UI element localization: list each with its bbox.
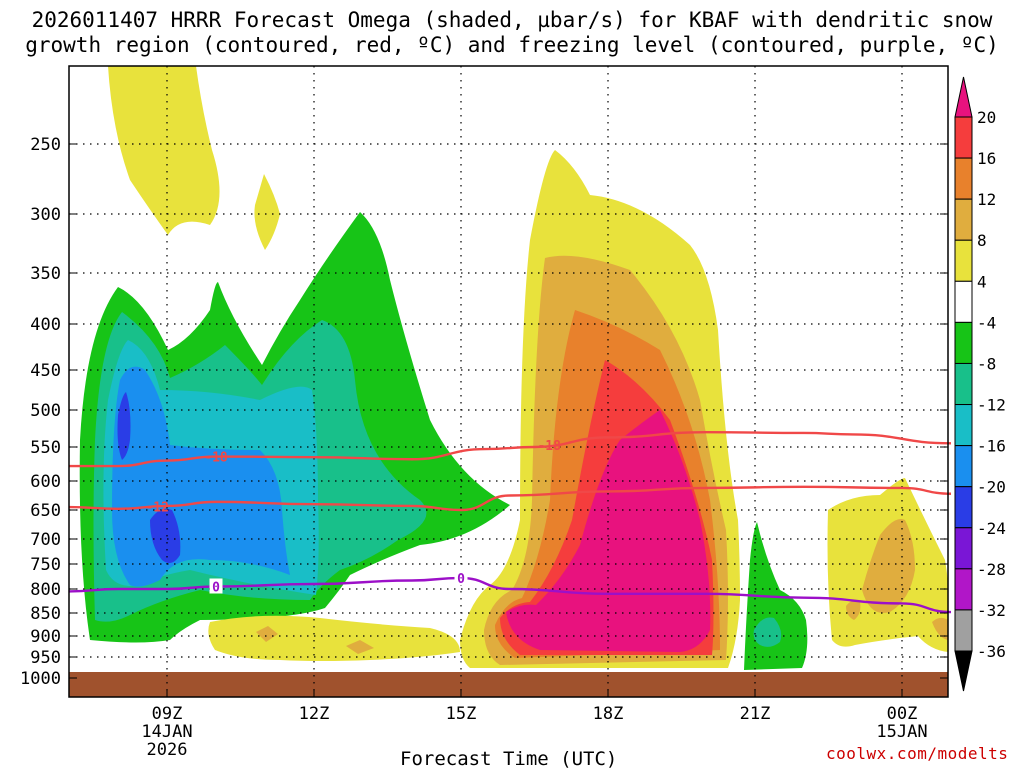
colorbar-label-1: 16 bbox=[977, 149, 996, 168]
colorbar-label-10: -24 bbox=[977, 519, 1006, 538]
x-tick-year-09Z: 2026 bbox=[147, 740, 188, 760]
x-tick-label-00Z: 00Z bbox=[887, 704, 918, 724]
contour-lines: -18 -18 -12 0 0 bbox=[68, 430, 952, 614]
colorbar-label-6: -8 bbox=[977, 354, 996, 373]
omega-darkblue-cell-upper bbox=[117, 392, 131, 460]
colorbar-band-9 bbox=[954, 445, 973, 488]
contour-label-bg-2-0 bbox=[209, 578, 223, 594]
x-tick-label-12Z: 12Z bbox=[299, 704, 330, 724]
x-axis-title: Forecast Time (UTC) bbox=[400, 748, 618, 770]
colorbar-band-2 bbox=[954, 157, 973, 200]
colorbar-label-13: -36 bbox=[977, 642, 1006, 661]
x-tick-label-21Z: 21Z bbox=[740, 704, 771, 724]
omega-orange-small-cell-1 bbox=[256, 626, 278, 642]
colorbar-bottom-arrow bbox=[954, 650, 973, 692]
contour-label-0-1: -18 bbox=[537, 439, 561, 454]
omega-yellow-small-cell bbox=[254, 174, 280, 250]
colorbar-band-7 bbox=[954, 362, 973, 406]
omega-darkblue-cell-lower bbox=[150, 508, 181, 564]
contour-label-bg-2-1 bbox=[454, 570, 468, 585]
omega-yellow-lower-left-band bbox=[208, 615, 460, 661]
y-tick-label-650: 650 bbox=[30, 501, 61, 521]
colorbar-label-7: -12 bbox=[977, 396, 1006, 415]
colorbar-band-4 bbox=[954, 239, 973, 282]
y-tick-label-500: 500 bbox=[30, 401, 61, 421]
y-tick-label-950: 950 bbox=[30, 648, 61, 668]
contour-line-2 bbox=[68, 576, 952, 614]
colorbar: 20 16 12 8 4 -4 -8 -12 -16 -20 -24 -28 -32 -36 bbox=[954, 76, 1006, 692]
colorbar-label-9: -20 bbox=[977, 478, 1006, 497]
colorbar-band-5 bbox=[954, 280, 973, 323]
y-tick-label-900: 900 bbox=[30, 627, 61, 647]
x-tick-date-09Z: 14JAN bbox=[141, 722, 192, 742]
colorbar-label-0: 20 bbox=[977, 108, 996, 127]
colorbar-band-11 bbox=[954, 527, 973, 570]
omega-teal-cell-21z bbox=[753, 617, 782, 647]
x-tick-label-09Z: 09Z bbox=[152, 704, 183, 724]
plot-frame bbox=[68, 65, 949, 698]
colorbar-label-11: -28 bbox=[977, 560, 1006, 579]
contour-label-0-0: -18 bbox=[204, 451, 228, 466]
y-tick-label-300: 300 bbox=[30, 205, 61, 225]
colorbar-band-10 bbox=[954, 486, 973, 529]
y-tick-label-1000: 1000 bbox=[20, 669, 61, 689]
y-axis: 250 300 350 400 450 500 550 600 650 700 750 800 850 9… bbox=[20, 135, 948, 689]
y-tick-label-350: 350 bbox=[30, 264, 61, 284]
colorbar-label-8: -16 bbox=[977, 437, 1006, 456]
grid-lines bbox=[69, 66, 948, 697]
colorbar-label-2: 12 bbox=[977, 190, 996, 209]
colorbar-band-13 bbox=[954, 609, 973, 652]
y-tick-label-450: 450 bbox=[30, 361, 61, 381]
colorbar-band-12 bbox=[954, 568, 973, 611]
omega-yellow-upper-region bbox=[108, 66, 220, 235]
y-tick-label-550: 550 bbox=[30, 438, 61, 458]
contour-line-1 bbox=[68, 485, 952, 512]
chart-title-line-1: 2026011407 HRRR Forecast Omega (shaded, … bbox=[31, 8, 993, 32]
colorbar-label-12: -32 bbox=[977, 601, 1006, 620]
x-tick-label-15Z: 15Z bbox=[446, 704, 477, 724]
omega-orange-small-cell-2 bbox=[346, 640, 374, 654]
y-tick-label-800: 800 bbox=[30, 580, 61, 600]
y-tick-label-850: 850 bbox=[30, 604, 61, 624]
colorbar-label-5: -4 bbox=[977, 313, 996, 332]
y-tick-label-400: 400 bbox=[30, 315, 61, 335]
chart-title-line-2: growth region (contoured, red, ºC) and f… bbox=[25, 33, 999, 57]
colorbar-band-6 bbox=[954, 321, 973, 364]
contour-line-0 bbox=[68, 430, 952, 468]
x-tick-date-00Z: 15JAN bbox=[876, 722, 927, 742]
contour-label-2-0: 0 bbox=[212, 581, 220, 596]
ground-surface bbox=[69, 672, 948, 697]
colorbar-band-1 bbox=[954, 116, 973, 159]
colorbar-band-8 bbox=[954, 404, 973, 447]
colorbar-label-3: 8 bbox=[977, 231, 987, 250]
y-tick-label-700: 700 bbox=[30, 530, 61, 550]
x-tick-label-18Z: 18Z bbox=[593, 704, 624, 724]
y-tick-label-250: 250 bbox=[30, 135, 61, 155]
y-tick-label-750: 750 bbox=[30, 555, 61, 575]
credit-text: coolwx.com/modelts bbox=[826, 744, 1009, 763]
omega-shading bbox=[69, 66, 948, 697]
contour-label-1-0: -12 bbox=[145, 501, 168, 516]
contour-label-2-1: 0 bbox=[457, 572, 465, 587]
colorbar-band-3 bbox=[954, 198, 973, 241]
colorbar-label-4: 4 bbox=[977, 272, 987, 291]
colorbar-top-arrow bbox=[954, 76, 973, 118]
y-tick-label-600: 600 bbox=[30, 472, 61, 492]
omega-gold-right-cell-2 bbox=[846, 600, 861, 620]
omega-gold-right-cell-3 bbox=[932, 617, 948, 640]
